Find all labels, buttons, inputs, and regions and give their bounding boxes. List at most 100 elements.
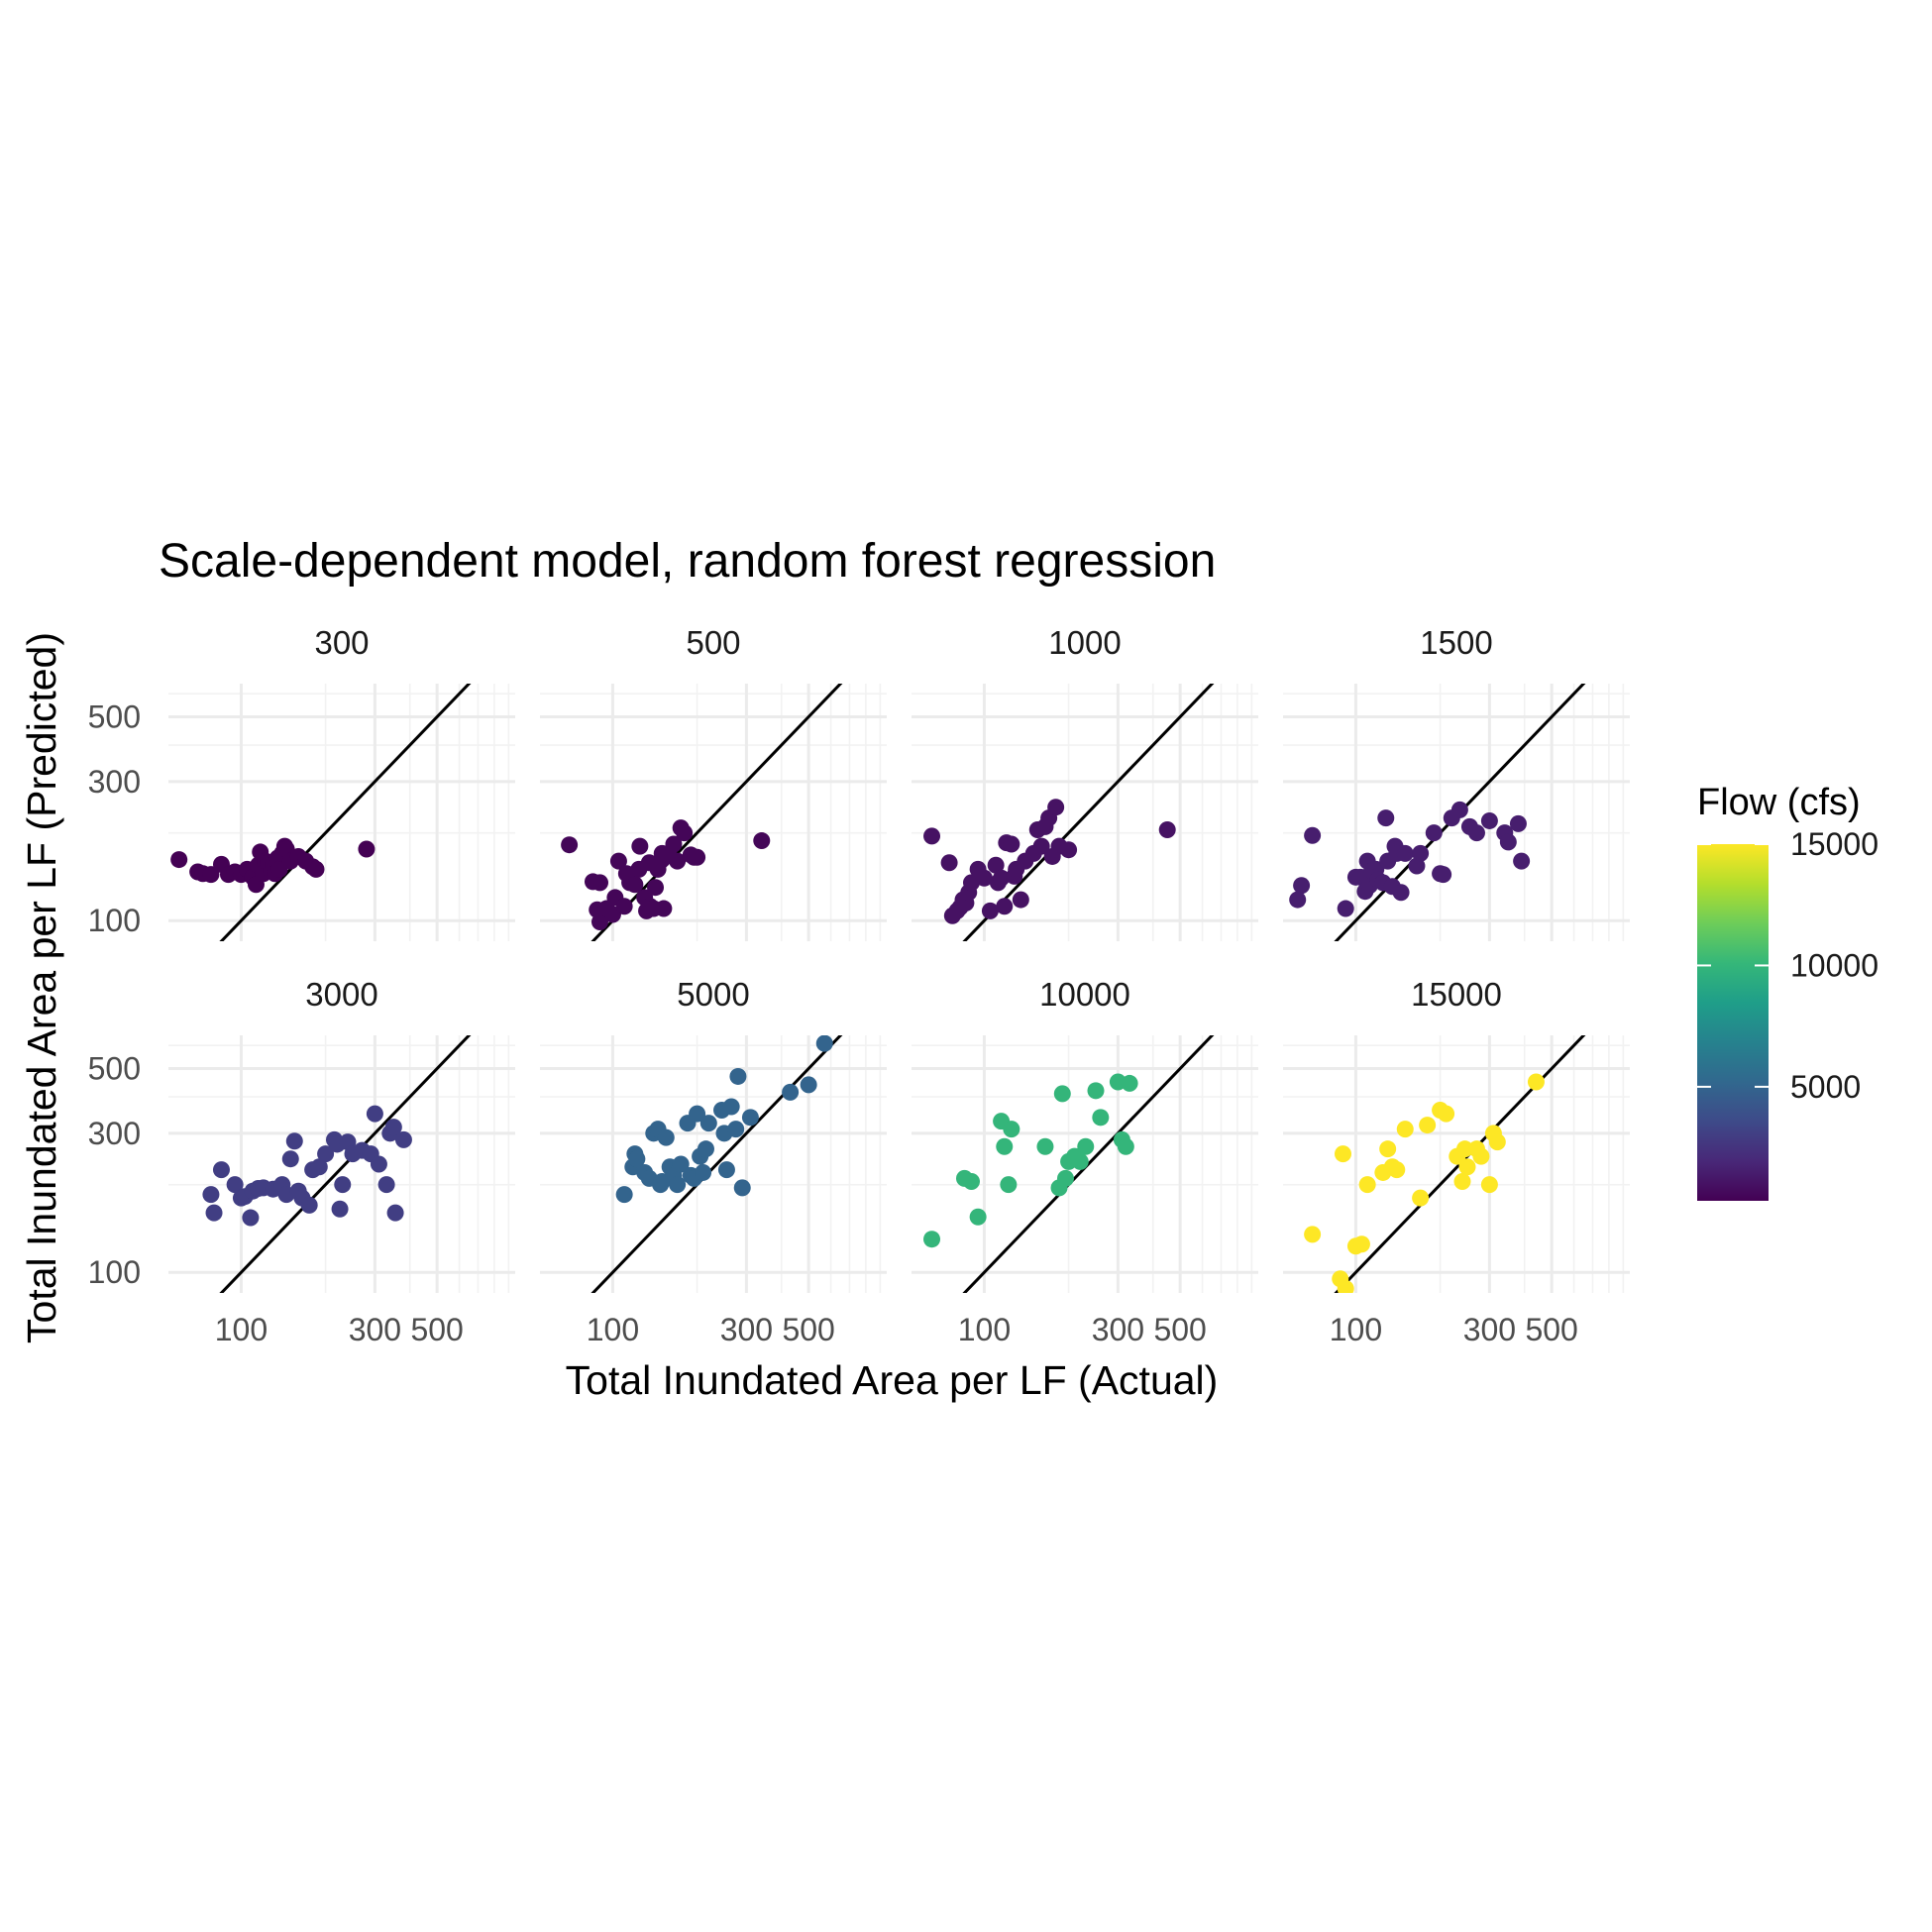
data-point	[170, 851, 188, 869]
data-point	[1488, 1133, 1506, 1151]
legend-label: 5000	[1790, 1069, 1861, 1105]
data-point	[1412, 1189, 1430, 1207]
identity-line	[590, 1035, 843, 1293]
data-point	[205, 1204, 223, 1222]
data-point	[1527, 1073, 1545, 1091]
data-point	[1458, 1158, 1476, 1176]
facet-strip-label: 15000	[1411, 976, 1502, 1013]
facet-plot-area	[561, 684, 843, 941]
data-point	[1513, 852, 1531, 870]
data-point	[307, 860, 325, 878]
data-point	[1456, 1140, 1474, 1158]
data-point	[1304, 826, 1322, 844]
facet-strip-label: 500	[686, 624, 740, 661]
data-point	[317, 1145, 335, 1163]
identity-line	[219, 684, 472, 941]
data-point	[1480, 1176, 1498, 1194]
x-tick-label: 300	[720, 1312, 773, 1347]
facet-strip-label: 300	[314, 624, 369, 661]
data-point	[1450, 801, 1468, 818]
legend-label: 15000	[1790, 826, 1878, 862]
color-legend: Flow (cfs) 5000 10000 15000	[1697, 782, 1878, 1201]
x-axis-title: Total Inundated Area per LF (Actual)	[566, 1357, 1219, 1403]
data-point	[987, 856, 1005, 874]
data-point	[628, 1150, 646, 1168]
data-point	[561, 836, 579, 854]
data-point	[310, 1158, 328, 1176]
facet-plot-area	[1304, 1035, 1586, 1293]
data-point	[1379, 1140, 1397, 1158]
facet-plot-area	[1289, 684, 1586, 941]
y-tick-label: 300	[88, 1116, 141, 1151]
data-point	[1509, 814, 1527, 832]
y-tick-label: 300	[88, 764, 141, 800]
x-tick-label: 500	[782, 1312, 834, 1347]
facet-plot-area	[923, 1035, 1215, 1293]
data-point	[1334, 1145, 1351, 1163]
data-point	[609, 852, 627, 870]
facet-strip-label: 5000	[677, 976, 749, 1013]
data-point	[741, 1109, 759, 1127]
colorbar	[1697, 844, 1769, 1201]
data-point	[669, 1176, 687, 1194]
data-point	[1377, 809, 1395, 827]
data-point	[377, 1176, 395, 1194]
data-point	[242, 1209, 260, 1227]
data-point	[923, 827, 941, 845]
data-point	[689, 1105, 706, 1123]
data-point	[1077, 1137, 1095, 1155]
data-point	[281, 1150, 299, 1168]
data-point	[1087, 1082, 1105, 1100]
facet-strip-label: 1000	[1048, 624, 1121, 661]
facet-panel-1500: 1500	[1283, 624, 1630, 941]
facet-plot-area	[170, 684, 472, 941]
data-point	[212, 1161, 230, 1179]
data-point	[202, 1186, 220, 1204]
data-point	[657, 1128, 675, 1146]
x-tick-label: 300	[1463, 1312, 1516, 1347]
data-point	[615, 1186, 633, 1204]
data-point	[1003, 1121, 1020, 1138]
data-point	[1425, 824, 1443, 842]
data-point	[1036, 1137, 1054, 1155]
data-point	[1388, 1161, 1406, 1179]
x-tick-label: 500	[1153, 1312, 1206, 1347]
data-point	[1056, 1169, 1074, 1187]
data-point	[1358, 1176, 1376, 1194]
data-point	[370, 1155, 387, 1173]
data-point	[1396, 1121, 1414, 1138]
facet-panel-5000: 5000 100 300 500	[540, 976, 887, 1347]
data-point	[226, 1176, 244, 1194]
data-point	[729, 1067, 747, 1085]
x-tick-label: 300	[349, 1312, 401, 1347]
data-point	[1003, 835, 1020, 853]
data-point	[722, 1098, 740, 1116]
facet-strip-label: 1500	[1420, 624, 1492, 661]
data-point	[672, 1155, 690, 1173]
data-point	[615, 898, 633, 915]
data-point	[923, 1231, 941, 1248]
facet-strip-label: 3000	[305, 976, 377, 1013]
legend-title: Flow (cfs)	[1697, 782, 1861, 823]
data-point	[384, 1119, 402, 1136]
data-point	[727, 1121, 745, 1138]
data-point	[1480, 811, 1498, 829]
facet-strip-label: 10000	[1039, 976, 1130, 1013]
data-point	[1352, 1235, 1370, 1253]
data-point	[665, 835, 683, 853]
data-point	[1435, 866, 1452, 884]
data-point	[753, 832, 771, 850]
data-point	[697, 1140, 714, 1158]
data-point	[669, 852, 687, 870]
x-tick-label: 100	[215, 1312, 268, 1347]
data-point	[626, 876, 644, 894]
data-point	[1412, 844, 1430, 862]
data-point	[689, 848, 706, 866]
identity-line	[219, 1035, 472, 1293]
facet-plot-area	[202, 1035, 472, 1293]
data-point	[1396, 844, 1414, 862]
y-tick-label: 500	[88, 1051, 141, 1087]
data-point	[1060, 841, 1078, 859]
data-point	[1158, 820, 1176, 838]
